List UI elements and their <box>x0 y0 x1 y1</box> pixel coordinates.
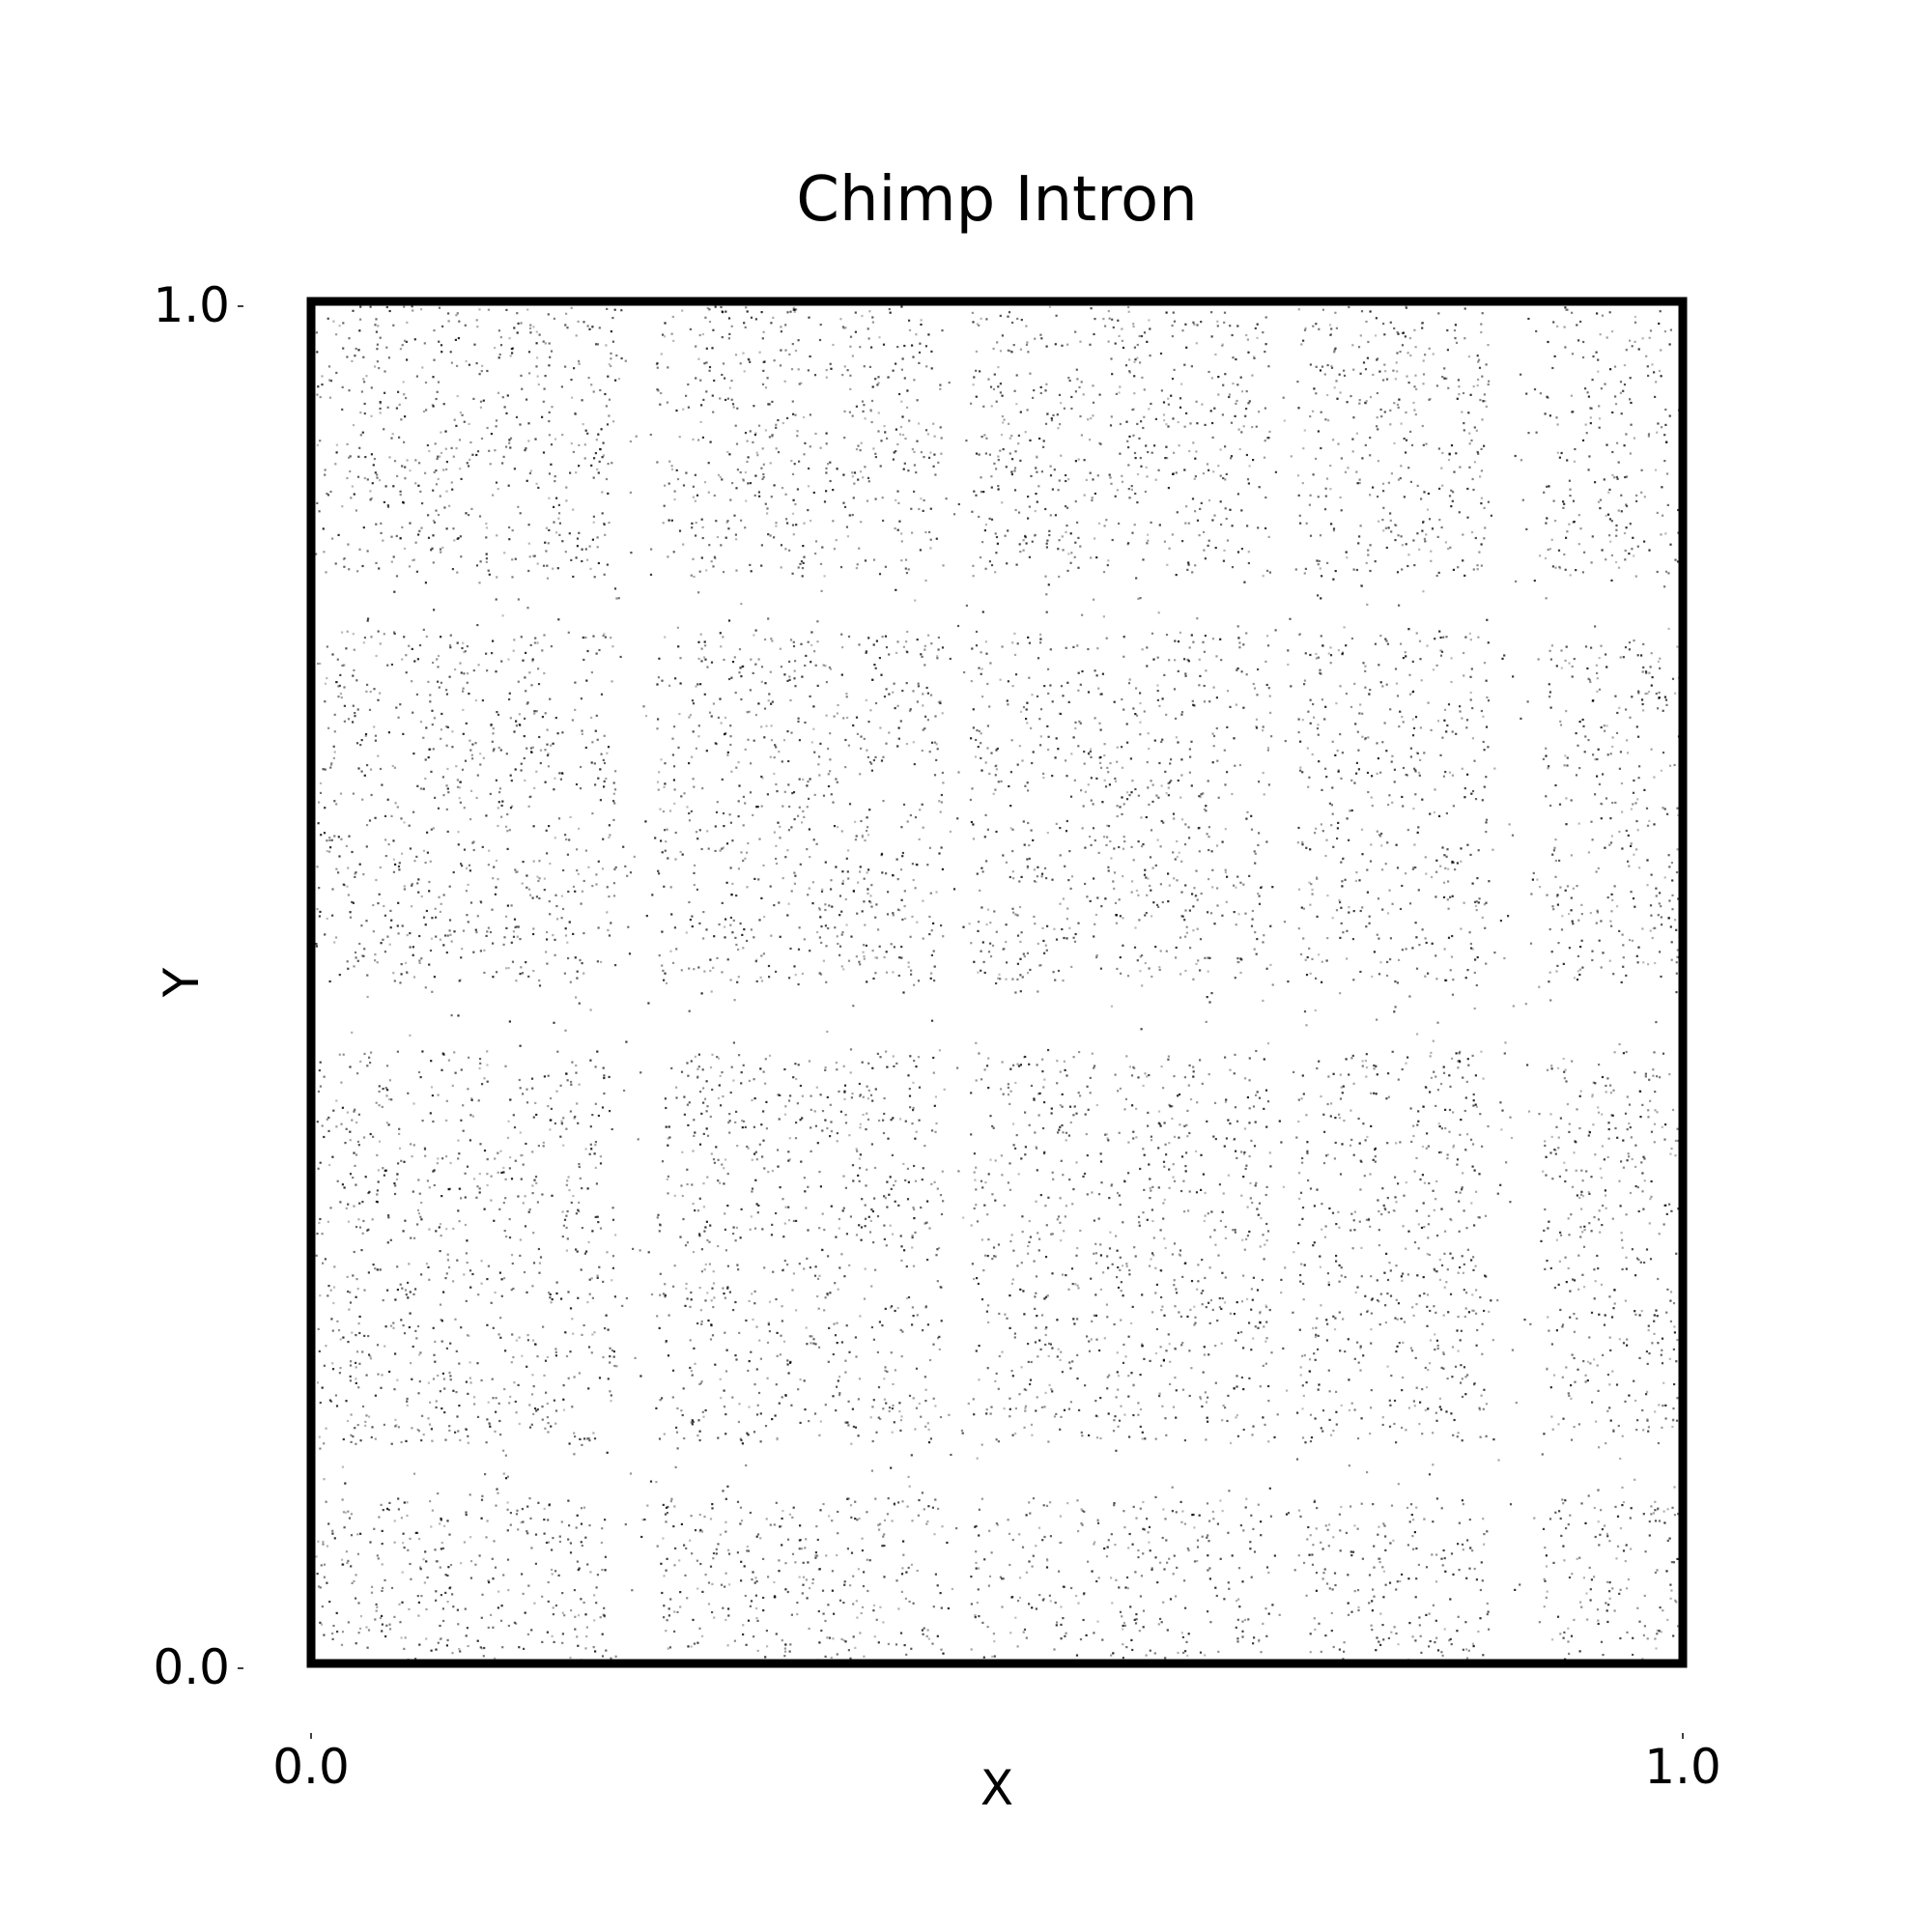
plot-frame <box>306 297 1688 1668</box>
scatter-points <box>315 305 1681 1662</box>
x-tick-label-right: 1.0 <box>1644 1739 1721 1795</box>
x-axis-label: X <box>980 1760 1013 1816</box>
y-tick-label-bottom: 0.0 <box>153 1639 230 1695</box>
chart-title: Chimp Intron <box>796 164 1198 236</box>
y-axis-label: Y <box>154 967 210 998</box>
tick-marks <box>238 305 1684 1739</box>
y-tick-label-top: 1.0 <box>153 277 230 333</box>
x-tick-label-left: 0.0 <box>272 1739 350 1795</box>
